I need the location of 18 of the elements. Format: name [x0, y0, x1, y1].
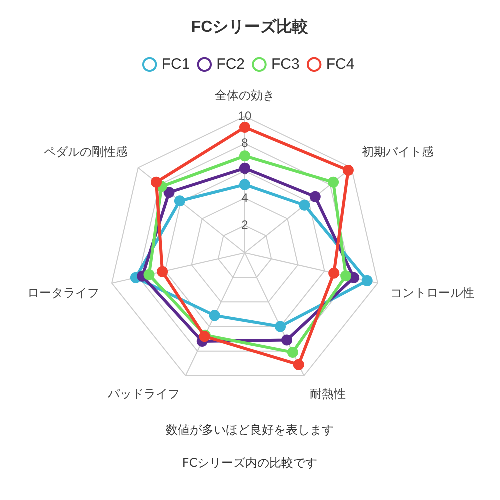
- spoke-label: 初期バイト感: [362, 144, 434, 159]
- y-tick-label: 2: [242, 218, 249, 232]
- spoke-label: 耐熱性: [310, 387, 346, 402]
- legend-label: FC2: [216, 56, 246, 73]
- y-tick-label: 8: [242, 136, 249, 150]
- spoke-label: ロータライフ: [27, 286, 100, 300]
- spoke-label: 全体の効き: [215, 88, 275, 103]
- spoke-label: コントロール性: [390, 286, 475, 300]
- y-tick-label: 4: [242, 190, 249, 205]
- legend-label: FC3: [272, 56, 300, 73]
- legend-label: FC4: [326, 56, 355, 73]
- chart-title: FCシリーズ比較: [191, 18, 310, 36]
- text: FCシリーズ内の比較です: [181, 455, 319, 472]
- spoke-label: パッドライフ: [107, 387, 180, 402]
- y-tick-label: 10: [238, 108, 252, 123]
- spoke-label: ペダルの剛性感: [44, 144, 128, 159]
- text: 数値が多いほど良好を表します: [165, 422, 335, 439]
- legend-label: FC1: [162, 56, 190, 73]
